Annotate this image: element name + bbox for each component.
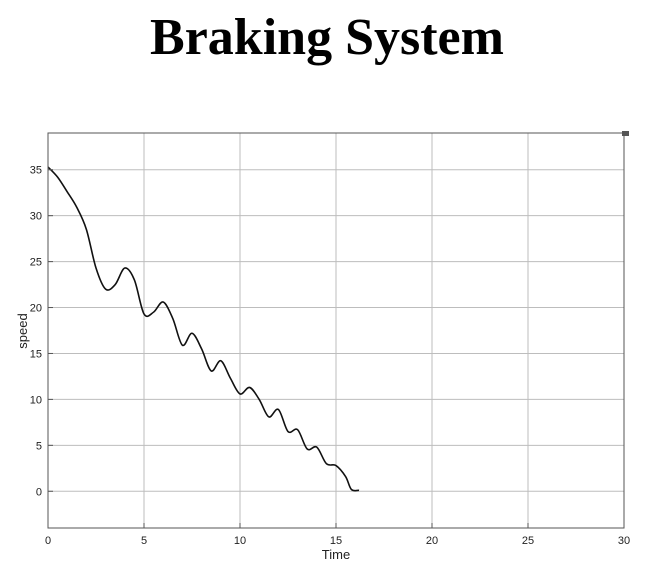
x-gridlines bbox=[143, 133, 529, 528]
x-tick-label: 5 bbox=[141, 535, 147, 547]
speed-series-line bbox=[47, 166, 360, 492]
x-tick-label: 15 bbox=[330, 535, 342, 547]
x-axis-label: Time bbox=[322, 547, 350, 562]
y-axis-ticks: 0 5 10 15 20 25 30 35 bbox=[30, 165, 53, 498]
x-tick-label: 20 bbox=[426, 535, 438, 547]
x-tick-label: 25 bbox=[522, 535, 534, 547]
y-tick-label: 5 bbox=[36, 440, 42, 452]
y-gridlines bbox=[48, 169, 624, 492]
y-axis-label: speed bbox=[15, 313, 30, 348]
y-tick-label: 15 bbox=[30, 348, 42, 360]
y-tick-label: 30 bbox=[30, 211, 42, 223]
y-tick-label: 35 bbox=[30, 165, 42, 177]
y-tick-label: 0 bbox=[36, 486, 42, 498]
x-tick-label: 10 bbox=[234, 535, 246, 547]
y-tick-label: 10 bbox=[30, 394, 42, 406]
x-tick-label: 0 bbox=[45, 535, 51, 547]
y-tick-label: 25 bbox=[30, 257, 42, 269]
y-tick-label: 20 bbox=[30, 303, 42, 315]
x-axis-ticks: 0 5 10 15 20 25 30 bbox=[45, 523, 630, 547]
x-tick-label: 30 bbox=[618, 535, 630, 547]
axes-toolbar-icon[interactable] bbox=[622, 131, 629, 136]
chart-title: Braking System bbox=[150, 9, 504, 66]
